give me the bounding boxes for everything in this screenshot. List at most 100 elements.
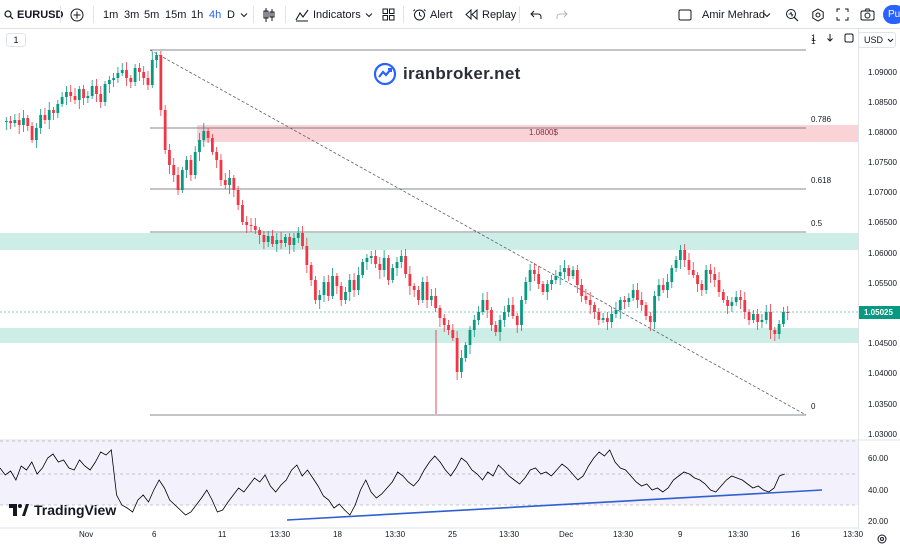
symbol-search[interactable]: EURUSD: [4, 0, 63, 29]
watermark-logo-icon: [373, 62, 397, 86]
add-symbol-button[interactable]: [70, 0, 84, 29]
candle-body: [502, 312, 506, 320]
candle-body: [163, 110, 167, 150]
chevron-down-icon: [887, 38, 894, 42]
candle-body: [30, 126, 34, 140]
candle-body: [275, 240, 279, 244]
user-menu[interactable]: Amir Mehrad: [702, 0, 765, 29]
candle-body: [86, 96, 90, 98]
legend-value: 1: [13, 35, 19, 45]
candle-body: [107, 80, 111, 84]
candle-body: [185, 160, 189, 170]
candle-body: [541, 284, 545, 292]
resistance-zone: [197, 125, 858, 142]
interval-4h[interactable]: 4h: [209, 8, 222, 21]
fib-label-1: 1: [811, 37, 816, 46]
rsi-trendline: [286, 489, 823, 521]
candle-body: [395, 262, 399, 268]
user-dropdown[interactable]: [763, 0, 771, 29]
legend-toggle[interactable]: 1: [6, 33, 26, 47]
candle-body: [202, 131, 206, 140]
candle-body: [558, 272, 562, 276]
candle-body: [786, 312, 790, 313]
price-axis[interactable]: [858, 29, 900, 529]
layout-toggle-button[interactable]: [678, 0, 692, 29]
candle-body: [696, 275, 699, 284]
screenshot-button[interactable]: [860, 0, 875, 29]
candle-body: [47, 110, 51, 120]
watermark-text: iranbroker.net: [403, 64, 521, 83]
settings-button[interactable]: [811, 0, 825, 29]
replay-button[interactable]: Replay: [465, 0, 516, 29]
price-tick: 1.09000: [868, 68, 897, 77]
chart-type-button[interactable]: [262, 0, 276, 29]
candles-group: [4, 51, 790, 414]
candle-body: [726, 300, 729, 306]
candle-body: [150, 60, 154, 85]
candle-body: [198, 140, 201, 152]
layout-button[interactable]: [382, 0, 395, 29]
candle-body: [266, 236, 270, 242]
auto-scale-button[interactable]: [844, 33, 854, 45]
interval-d[interactable]: D: [227, 8, 235, 21]
user-name: Amir Mehrad: [702, 8, 765, 21]
rsi-line: [0, 449, 785, 516]
candle-body: [318, 295, 322, 300]
alert-icon: [413, 8, 426, 21]
candle-body: [481, 300, 485, 312]
price-tick: 1.05500: [868, 279, 897, 288]
fullscreen-icon: [836, 8, 849, 21]
alert-button[interactable]: Alert: [413, 0, 453, 29]
interval-3m[interactable]: 3m: [124, 8, 140, 21]
candle-body: [721, 292, 725, 300]
candle-body: [223, 180, 227, 185]
candle-body: [618, 300, 622, 310]
publish-button[interactable]: Pu: [883, 5, 900, 24]
candle-body: [429, 296, 433, 300]
candle-body: [588, 300, 592, 305]
fullscreen-button[interactable]: [836, 0, 849, 29]
candle-body: [747, 312, 751, 320]
candle-body: [782, 312, 785, 324]
scale-multiplier[interactable]: 1: [811, 33, 817, 43]
candle-body: [764, 312, 768, 320]
candle-body: [228, 178, 231, 185]
candle-body: [26, 118, 30, 126]
candle-body: [9, 121, 12, 123]
indicators-dropdown[interactable]: [365, 0, 373, 29]
interval-1h[interactable]: 1h: [191, 8, 204, 21]
indicators-icon: [295, 8, 309, 22]
candle-body: [545, 284, 549, 292]
replay-label: Replay: [482, 8, 517, 21]
interval-5m[interactable]: 5m: [144, 8, 160, 21]
candle-body: [653, 296, 657, 322]
candle-body: [460, 358, 463, 372]
candle-body: [249, 225, 253, 226]
time-tick: 13:30: [613, 530, 634, 539]
candle-body: [279, 240, 283, 243]
time-tick: 9: [678, 530, 683, 539]
interval-15m[interactable]: 15m: [165, 8, 187, 21]
currency-select[interactable]: USD: [858, 32, 896, 48]
candle-body: [176, 175, 180, 190]
redo-button[interactable]: [556, 0, 568, 29]
undo-button[interactable]: [530, 0, 542, 29]
indicators-button[interactable]: Indicators: [295, 0, 361, 29]
candle-body: [614, 310, 618, 314]
candle-body: [382, 258, 386, 270]
interval-1m[interactable]: 1m: [103, 8, 119, 21]
candle-body: [120, 70, 124, 73]
candle-body: [292, 238, 296, 245]
candle-body: [451, 330, 455, 338]
time-tick: 6: [152, 530, 157, 539]
quick-search-button[interactable]: [785, 0, 799, 29]
candle-body: [464, 345, 468, 358]
candle-body: [584, 296, 588, 300]
interval-dropdown[interactable]: [240, 0, 248, 29]
time-axis-settings-button[interactable]: [877, 531, 887, 544]
scale-down-button[interactable]: [826, 33, 834, 45]
tradingview-logo[interactable]: TradingView: [9, 502, 116, 518]
candle-body: [683, 250, 687, 260]
candle-body: [34, 128, 38, 140]
